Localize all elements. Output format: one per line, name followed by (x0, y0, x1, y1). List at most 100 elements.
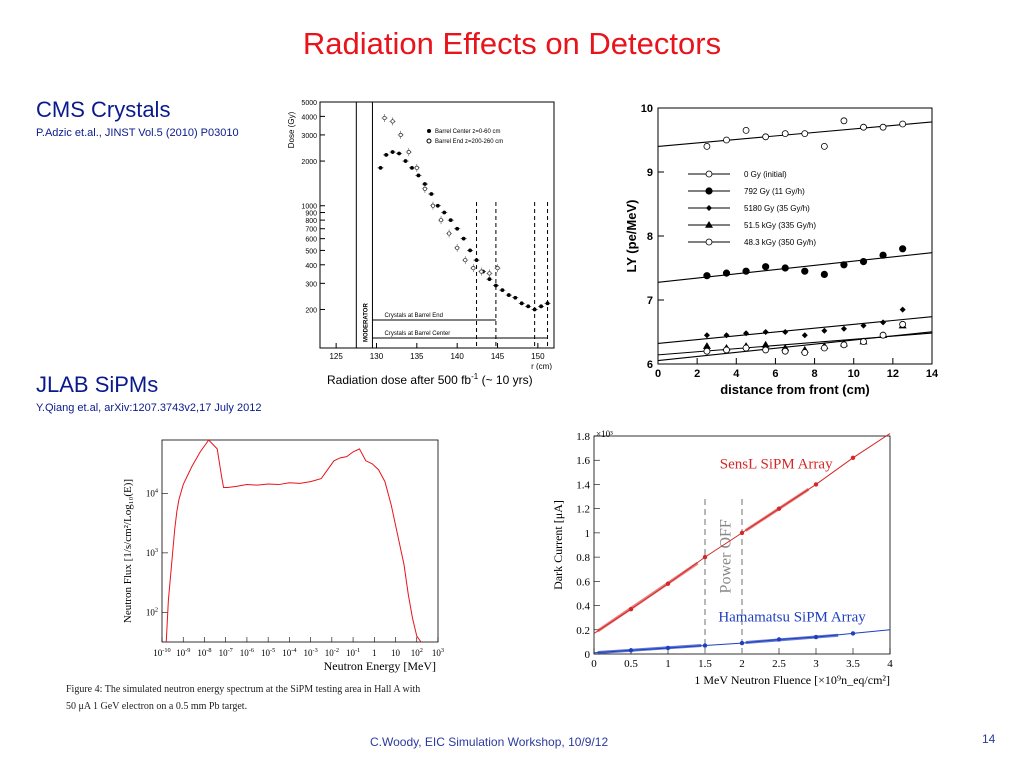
dose-y-tick-label: 700 (305, 227, 317, 234)
cms-reference: P.Adzic et.al., JINST Vol.5 (2010) P0301… (36, 127, 239, 139)
dark-data-point (702, 554, 708, 560)
dark-x-tick-label: 2.5 (772, 658, 786, 670)
ly-x-axis-label: distance from front (cm) (720, 382, 870, 397)
ly-fit-line (657, 331, 933, 362)
dose-legend-marker-center (427, 129, 431, 133)
dose-center-point (455, 226, 460, 231)
dose-center-point (539, 304, 543, 309)
ly-data-point (723, 332, 730, 339)
nflux-y-tick-label: 102 (146, 606, 158, 617)
moderator-label: MODERATOR (363, 303, 369, 342)
neutron-spectrum-chart: 10-10 10-9 10-8 10-7 10-6 10-5 10-4 10-3 10-2 10-… (122, 439, 444, 673)
ly-data-point (742, 267, 750, 275)
dose-center-point (519, 301, 524, 306)
dose-center-point (506, 293, 511, 297)
dose-y-tick-label: 1000 (301, 204, 317, 211)
dose-y-tick-label: 400 (305, 263, 317, 270)
nflux-x-tick-label: 10-1 (346, 647, 360, 658)
dark-y-tick-label: 1.4 (576, 479, 590, 491)
page-number: 14 (982, 732, 996, 746)
ly-data-point (899, 120, 907, 128)
dose-y-tick-label: 300 (305, 281, 317, 288)
figure4-caption: Figure 4: The simulated neutron energy s… (66, 681, 506, 715)
dose-center-point (416, 173, 421, 178)
dose-center-point (468, 248, 472, 253)
nflux-x-tick-label: 10-10 (153, 647, 170, 658)
nflux-y-tick-label: 104 (146, 487, 159, 498)
dark-x-tick-label: 3.5 (846, 658, 860, 670)
ly-plot-frame (657, 107, 933, 365)
dark-data-point (850, 631, 856, 636)
ly-y-axis-label: LY (pe/MeV) (624, 200, 639, 273)
ly-data-point (840, 325, 847, 332)
jlab-heading: JLAB SiPMs (36, 372, 159, 397)
ly-x-tick-label: 12 (887, 368, 899, 380)
ly-legend-label: 48.3 kGy (350 Gy/h) (744, 238, 816, 247)
dose-y-tick-label: 200 (305, 307, 317, 314)
ly-data-point (801, 130, 809, 137)
ly-legend-label: 51.5 kGy (335 Gy/h) (744, 221, 816, 230)
ly-legend-marker (705, 170, 713, 178)
ly-fit-line (657, 316, 933, 344)
nflux-x-tick-label: 10-9 (176, 647, 190, 658)
nflux-x-tick-label: 1 (372, 648, 377, 658)
ly-data-point (762, 346, 770, 354)
ly-data-point (743, 330, 750, 337)
dark-y-tick-label: 0.6 (576, 576, 590, 588)
ly-legend-marker (705, 238, 713, 246)
nflux-x-tick-label: 10-8 (197, 647, 211, 658)
ly-data-point (859, 258, 868, 266)
dose-legend-end: Barrel End z=200-260 cm (435, 139, 503, 145)
dose-center-point (429, 192, 434, 196)
ly-legend-label: 5180 Gy (35 Gy/h) (744, 204, 810, 213)
dose-end-point (406, 149, 411, 155)
dark-y-tick-label: 0.8 (576, 552, 590, 564)
ly-legend-marker (706, 205, 712, 211)
dose-center-point (461, 236, 466, 241)
dose-end-point (471, 266, 476, 271)
dose-end-point (438, 218, 444, 223)
dose-center-point (526, 304, 531, 309)
ly-data-point (781, 130, 789, 137)
nflux-x-tick-label: 10-6 (240, 647, 254, 658)
dose-end-point (390, 119, 395, 124)
dose-end-point (479, 269, 484, 274)
dose-center-point (422, 182, 427, 186)
ly-y-tick-label: 9 (647, 167, 653, 179)
nflux-x-axis-label: Neutron Energy [MeV] (324, 659, 436, 673)
dark-data-point (739, 640, 745, 646)
dose-chart: 125 130 135 140 145 150 200 300 400 500 600 700 8009… (287, 100, 555, 370)
dose-center-point (500, 288, 505, 293)
dark-x-tick-label: 0.5 (624, 658, 638, 670)
ly-data-point (801, 349, 809, 356)
nflux-y-axis-label: Neutron Flux [1/s/cm²/Log₁₀(E)] (122, 479, 134, 623)
dose-end-point (414, 165, 419, 170)
dose-end-point (398, 132, 403, 137)
dark-y-axis-label: Dark Current [μA] (551, 500, 565, 590)
dose-center-point (435, 203, 440, 208)
dose-center-point (410, 165, 414, 170)
dose-y-tick-label: 5000 (301, 100, 317, 107)
ly-data-point (860, 338, 867, 346)
dose-center-point (378, 165, 383, 170)
dose-caption-text: Radiation dose after 500 fb-1 (~ 10 yrs) (327, 372, 533, 387)
dark-y-tick-label: 1.8 (576, 431, 590, 443)
dose-end-point (463, 258, 468, 263)
dark-x-tick-label: 2 (739, 658, 745, 670)
nflux-x-tick-label: 10-4 (282, 647, 297, 658)
ly-x-tick-label: 4 (733, 368, 740, 380)
dose-end-point (430, 203, 436, 208)
dose-center-point (397, 151, 401, 156)
ly-data-point (880, 319, 887, 326)
ly-data-point (820, 344, 828, 352)
dose-x-axis-label: r (cm) (531, 362, 552, 370)
sensl-data-band (744, 488, 810, 532)
ly-data-point (860, 322, 867, 329)
ly-data-point (703, 143, 711, 150)
dose-center-point (545, 301, 550, 306)
power-off-label: Power OFF (718, 519, 735, 593)
dose-end-point (422, 186, 427, 191)
footer-text: C.Woody, EIC Simulation Workshop, 10/9/1… (370, 735, 609, 749)
dose-end-point (455, 245, 460, 250)
ly-y-tick-label: 7 (647, 295, 653, 307)
